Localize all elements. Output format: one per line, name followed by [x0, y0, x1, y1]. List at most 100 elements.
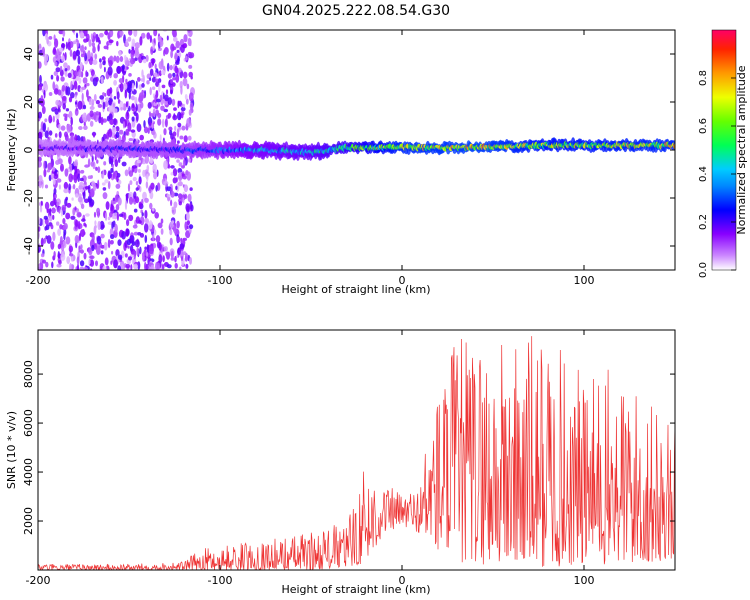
- noise-speckle: [129, 235, 135, 243]
- x-tick-label: 100: [574, 574, 595, 587]
- noise-speckle: [84, 198, 89, 204]
- noise-speckle: [60, 210, 64, 217]
- noise-speckle: [128, 214, 134, 222]
- noise-speckle: [52, 115, 55, 123]
- noise-speckle: [174, 255, 177, 263]
- noise-speckle: [77, 212, 82, 217]
- noise-speckle: [175, 73, 180, 83]
- noise-speckle: [38, 216, 41, 226]
- noise-speckle: [177, 140, 180, 144]
- noise-speckle: [100, 250, 104, 255]
- noise-speckle: [76, 256, 80, 265]
- noise-speckle: [170, 50, 174, 59]
- noise-speckle: [90, 161, 94, 167]
- noise-speckle: [175, 177, 178, 183]
- noise-speckle: [69, 263, 72, 270]
- noise-speckle: [95, 245, 101, 255]
- noise-speckle: [184, 221, 188, 231]
- noise-speckle: [105, 97, 110, 101]
- noise-speckle: [149, 113, 154, 117]
- noise-speckle: [176, 159, 180, 163]
- noise-speckle: [181, 194, 186, 201]
- noise-speckle: [172, 77, 176, 81]
- spectrogram-marks: [38, 30, 675, 270]
- noise-speckle: [107, 181, 111, 190]
- noise-speckle: [116, 211, 119, 221]
- noise-speckle: [103, 161, 107, 166]
- noise-speckle: [101, 182, 106, 186]
- noise-speckle: [128, 170, 134, 177]
- noise-speckle: [187, 135, 192, 141]
- noise-speckle: [86, 51, 91, 60]
- noise-speckle: [78, 126, 83, 130]
- noise-speckle: [54, 193, 57, 199]
- noise-speckle: [85, 213, 90, 217]
- noise-speckle: [55, 67, 61, 73]
- noise-speckle: [91, 155, 94, 163]
- y-tick-label: 6000: [22, 409, 35, 437]
- noise-speckle: [77, 196, 83, 203]
- noise-speckle: [150, 264, 155, 270]
- noise-speckle: [128, 49, 131, 54]
- noise-speckle: [180, 44, 185, 53]
- noise-speckle: [70, 215, 76, 220]
- noise-speckle: [48, 174, 52, 182]
- noise-speckle: [170, 191, 175, 198]
- noise-speckle: [151, 122, 154, 129]
- noise-speckle: [102, 187, 107, 191]
- noise-speckle: [155, 261, 159, 270]
- noise-speckle: [157, 78, 162, 83]
- noise-speckle: [138, 178, 142, 183]
- noise-speckle: [48, 114, 53, 124]
- noise-speckle: [43, 168, 47, 178]
- noise-speckle: [95, 260, 98, 267]
- noise-speckle: [135, 187, 139, 191]
- noise-speckle: [38, 160, 42, 168]
- y-tick-label: -20: [22, 189, 35, 207]
- noise-speckle: [38, 226, 41, 232]
- noise-speckle: [175, 185, 178, 190]
- noise-speckle: [134, 50, 140, 59]
- noise-speckle: [185, 55, 188, 61]
- noise-speckle: [83, 38, 88, 43]
- noise-speckle: [58, 131, 62, 139]
- noise-speckle: [53, 88, 59, 95]
- noise-speckle: [146, 173, 149, 182]
- noise-speckle: [62, 218, 66, 225]
- noise-speckle: [104, 257, 109, 266]
- noise-speckle: [40, 237, 44, 247]
- noise-speckle: [54, 133, 58, 138]
- noise-speckle: [103, 241, 108, 251]
- noise-speckle: [109, 240, 114, 245]
- noise-speckle: [179, 112, 182, 120]
- noise-speckle: [79, 177, 84, 182]
- noise-speckle: [170, 199, 173, 207]
- x-tick-label: -100: [208, 274, 233, 287]
- noise-speckle: [52, 178, 56, 185]
- x-tick-label: 0: [399, 274, 406, 287]
- noise-speckle: [94, 53, 98, 60]
- noise-speckle: [112, 170, 115, 179]
- noise-speckle: [43, 237, 46, 244]
- noise-speckle: [64, 131, 68, 138]
- noise-speckle: [68, 110, 73, 119]
- colorbar-tick-label: 0.8: [698, 70, 709, 86]
- noise-speckle: [112, 106, 116, 114]
- noise-speckle: [143, 120, 146, 129]
- colorbar-tick-label: 0.0: [698, 262, 709, 278]
- noise-speckle: [42, 259, 46, 264]
- noise-speckle: [185, 98, 189, 105]
- noise-speckle: [83, 125, 88, 130]
- noise-speckle: [82, 228, 85, 236]
- noise-speckle: [102, 265, 107, 270]
- noise-speckle: [62, 103, 66, 110]
- noise-speckle: [53, 71, 58, 76]
- noise-speckle: [94, 225, 97, 229]
- noise-speckle: [112, 197, 116, 201]
- noise-speckle: [82, 136, 86, 142]
- x-tick-label: -200: [26, 274, 51, 287]
- noise-speckle: [44, 226, 47, 231]
- noise-speckle: [93, 94, 97, 102]
- noise-speckle: [54, 38, 59, 48]
